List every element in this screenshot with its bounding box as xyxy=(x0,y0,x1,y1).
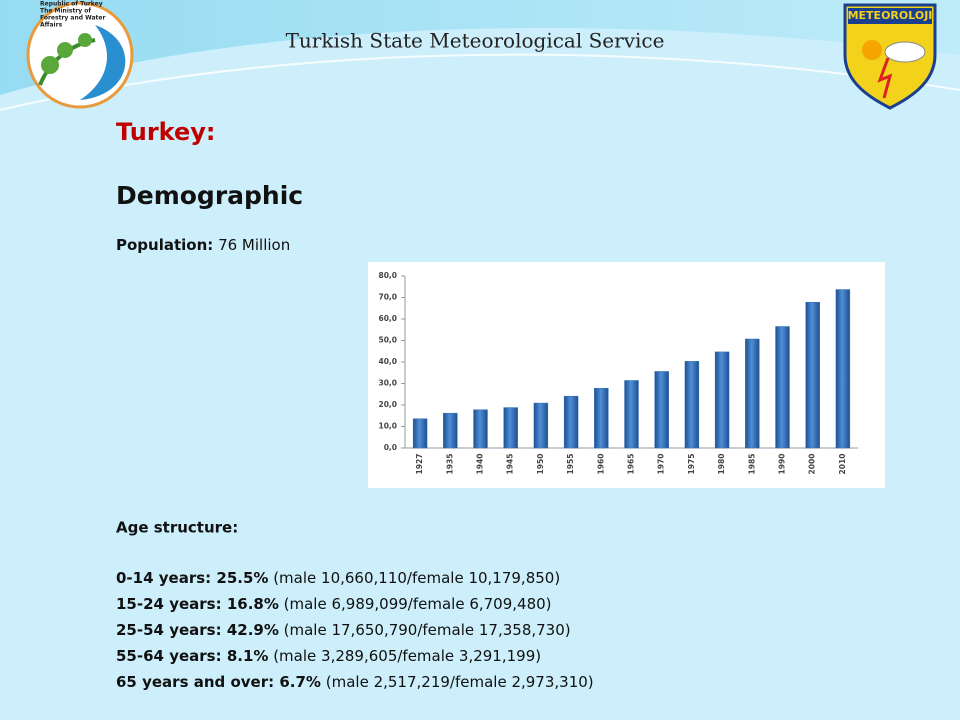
age-line: 65 years and over: 6.7% (male 2,517,219/… xyxy=(116,673,594,691)
ministry-logo: Republic of Turkey The Ministry of Fores… xyxy=(26,1,134,109)
x-tick-label: 2000 xyxy=(808,454,817,475)
age-label: 65 years and over: 6.7% xyxy=(116,673,321,691)
logo-text: The Ministry of xyxy=(40,8,91,15)
chart: 0,0 10,0 20,0 30,0 40,0 50,0 60,0 70,0 80,0 1927 1… xyxy=(378,271,858,474)
y-tick-label: 70,0 xyxy=(378,293,397,302)
age-detail: (male 17,650,790/female 17,358,730) xyxy=(284,621,571,639)
age-label: 15-24 years: 16.8% xyxy=(116,595,279,613)
age-detail: (male 3,289,605/female 3,291,199) xyxy=(273,647,541,665)
x-tick-label: 1960 xyxy=(596,454,605,475)
bar xyxy=(624,380,639,449)
age-label: 55-64 years: 8.1% xyxy=(116,647,268,665)
bar xyxy=(443,412,458,449)
bar xyxy=(805,301,820,449)
logo-text: METEOROLOJI xyxy=(848,9,933,22)
bar xyxy=(684,361,700,449)
bar xyxy=(533,402,549,449)
population-value: 76 Million xyxy=(218,236,290,254)
age-detail: (male 2,517,219/female 2,973,310) xyxy=(326,673,594,691)
logo-text: Affairs xyxy=(40,22,63,29)
header-swoosh xyxy=(0,0,960,95)
bar xyxy=(594,387,609,449)
bar xyxy=(714,351,730,449)
logo-text: Republic of Turkey xyxy=(40,1,103,8)
y-tick-label: 80,0 xyxy=(378,271,397,280)
population-label: Population: xyxy=(116,236,213,254)
y-tick-label: 20,0 xyxy=(378,400,397,409)
x-tick-label: 1935 xyxy=(445,454,454,475)
bar xyxy=(412,418,428,449)
age-line: 15-24 years: 16.8% (male 6,989,099/femal… xyxy=(116,595,552,613)
population-line: Population: 76 Million xyxy=(116,236,290,254)
y-tick-label: 40,0 xyxy=(378,357,397,366)
y-tick-label: 30,0 xyxy=(378,379,397,388)
x-tick-label: 1970 xyxy=(657,454,666,475)
logo-text: Forestry and Water xyxy=(40,15,105,22)
bar xyxy=(775,326,790,449)
subheading: Demographic xyxy=(116,181,303,210)
bar xyxy=(745,338,760,449)
age-detail: (male 10,660,110/female 10,179,850) xyxy=(273,569,560,587)
age-label: 25-54 years: 42.9% xyxy=(116,621,279,639)
y-tick-label: 10,0 xyxy=(378,422,397,431)
x-tick-label: 1927 xyxy=(415,454,424,475)
y-tick-label: 60,0 xyxy=(378,314,397,323)
x-tick-label: 1945 xyxy=(506,454,515,475)
x-tick-label: 1985 xyxy=(747,454,756,475)
age-line: 0-14 years: 25.5% (male 10,660,110/femal… xyxy=(116,569,560,587)
bar xyxy=(473,409,488,449)
x-tick-label: 1975 xyxy=(687,454,696,475)
x-tick-label: 1940 xyxy=(476,454,485,475)
x-tick-label: 1980 xyxy=(717,454,726,475)
x-tick-label: 2010 xyxy=(838,454,847,475)
age-line: 55-64 years: 8.1% (male 3,289,605/female… xyxy=(116,647,541,665)
bar xyxy=(835,289,851,449)
x-tick-label: 1965 xyxy=(627,454,636,475)
bar xyxy=(503,407,518,449)
header-title: Turkish State Meteorological Service xyxy=(286,29,665,53)
bar xyxy=(563,395,579,449)
x-tick-label: 1955 xyxy=(566,454,575,475)
x-tick-label: 1990 xyxy=(778,454,787,475)
age-list: 0-14 years: 25.5% (male 10,660,110/femal… xyxy=(116,569,594,691)
age-title: Age structure: xyxy=(116,519,238,537)
age-detail: (male 6,989,099/female 6,709,480) xyxy=(284,595,552,613)
y-tick-label: 50,0 xyxy=(378,336,397,345)
x-tick-label: 1950 xyxy=(536,454,545,475)
meteoroloji-logo: METEOROLOJI xyxy=(843,3,937,110)
header-swoosh-line xyxy=(0,53,960,111)
bar xyxy=(654,371,669,449)
chart-background xyxy=(368,262,885,488)
age-label: 0-14 years: 25.5% xyxy=(116,569,268,587)
age-line: 25-54 years: 42.9% (male 17,650,790/fema… xyxy=(116,621,571,639)
y-tick-label: 0,0 xyxy=(384,443,397,452)
heading: Turkey: xyxy=(116,118,216,146)
